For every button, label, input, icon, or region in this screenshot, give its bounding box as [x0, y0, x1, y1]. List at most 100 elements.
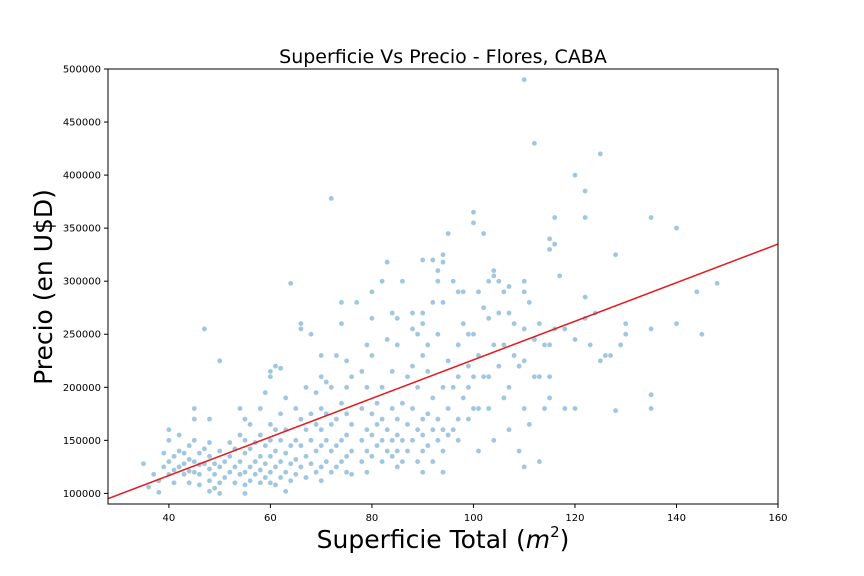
- data-point: [333, 352, 340, 359]
- data-point: [414, 331, 421, 338]
- data-point: [191, 469, 198, 476]
- data-point: [475, 288, 482, 295]
- data-point: [277, 437, 284, 444]
- data-point: [536, 458, 543, 465]
- data-point: [506, 310, 512, 316]
- data-point: [242, 437, 248, 444]
- data-point: [440, 469, 446, 476]
- data-point: [358, 437, 365, 444]
- x-tick-label: 160: [768, 513, 787, 524]
- data-point: [257, 405, 264, 412]
- data-point: [328, 384, 335, 391]
- data-point: [419, 416, 426, 422]
- x-axis: 40 60 80 100 120 140 160: [163, 504, 788, 524]
- data-point: [232, 479, 238, 486]
- data-point: [242, 469, 248, 476]
- y-tick-label: 200000: [63, 383, 101, 394]
- data-point: [237, 405, 243, 412]
- data-point: [333, 464, 340, 470]
- data-point: [247, 477, 253, 484]
- data-point: [521, 278, 528, 285]
- data-point: [465, 363, 472, 369]
- data-point: [267, 437, 274, 444]
- data-point: [176, 464, 182, 470]
- data-point: [673, 320, 680, 327]
- data-point: [226, 439, 233, 446]
- data-point: [191, 416, 198, 422]
- data-point: [460, 320, 467, 327]
- data-point: [226, 469, 233, 476]
- y-tick-label: 100000: [63, 489, 101, 500]
- data-point: [607, 352, 614, 359]
- data-point: [287, 442, 294, 449]
- data-point: [521, 288, 528, 295]
- data-point: [282, 469, 289, 476]
- data-point: [597, 357, 604, 364]
- data-point: [267, 368, 274, 375]
- data-point: [267, 453, 274, 460]
- data-point: [318, 442, 325, 449]
- data-point: [536, 373, 543, 380]
- data-point: [181, 471, 187, 478]
- data-point: [536, 320, 543, 327]
- data-point: [582, 214, 588, 221]
- data-point: [445, 357, 451, 364]
- data-point: [414, 426, 421, 433]
- data-point: [181, 450, 187, 456]
- data-point: [338, 400, 345, 407]
- data-point: [191, 437, 198, 444]
- y-tick-label: 350000: [63, 224, 101, 235]
- data-point: [541, 405, 548, 412]
- data-point: [348, 448, 355, 454]
- data-point: [409, 310, 416, 316]
- data-point: [394, 342, 401, 348]
- data-point: [612, 251, 619, 258]
- data-point: [287, 280, 294, 287]
- x-axis-label: Superficie Total (m2): [317, 523, 570, 554]
- data-point: [364, 469, 370, 476]
- data-point: [516, 448, 522, 454]
- data-point: [369, 352, 375, 359]
- data-point: [252, 458, 258, 465]
- data-point: [379, 437, 385, 444]
- data-point: [485, 405, 492, 412]
- data-point: [282, 450, 289, 456]
- data-point: [399, 458, 406, 465]
- data-point: [455, 288, 462, 295]
- y-axis: 100000 150000 200000 250000 300000 350000 4000…: [63, 65, 108, 500]
- data-point: [338, 458, 345, 465]
- data-point: [186, 479, 192, 486]
- data-point: [155, 489, 162, 496]
- x-tick-label: 140: [667, 513, 686, 524]
- data-point: [318, 426, 325, 433]
- data-point: [506, 283, 512, 290]
- data-point: [419, 432, 426, 438]
- data-point: [226, 453, 233, 460]
- data-point: [186, 456, 192, 463]
- data-point: [521, 326, 528, 332]
- data-point: [211, 460, 218, 467]
- data-point: [328, 195, 335, 202]
- data-point: [521, 464, 528, 470]
- data-point: [419, 352, 426, 359]
- data-point: [237, 432, 243, 438]
- data-point: [648, 214, 654, 221]
- data-point: [384, 259, 391, 265]
- data-point: [394, 315, 401, 322]
- data-point: [562, 326, 568, 332]
- data-point: [424, 368, 431, 375]
- data-point: [303, 474, 309, 481]
- data-point: [313, 448, 319, 454]
- data-point: [196, 450, 203, 456]
- data-point: [546, 373, 553, 380]
- data-point: [206, 416, 213, 422]
- data-point: [485, 278, 492, 285]
- data-point: [318, 352, 325, 359]
- data-point: [196, 482, 203, 488]
- data-point: [277, 474, 284, 481]
- data-point: [485, 315, 492, 322]
- data-point: [394, 432, 401, 438]
- chart-title: Superficie Vs Precio - Flores, CABA: [279, 46, 607, 68]
- data-point: [445, 405, 451, 412]
